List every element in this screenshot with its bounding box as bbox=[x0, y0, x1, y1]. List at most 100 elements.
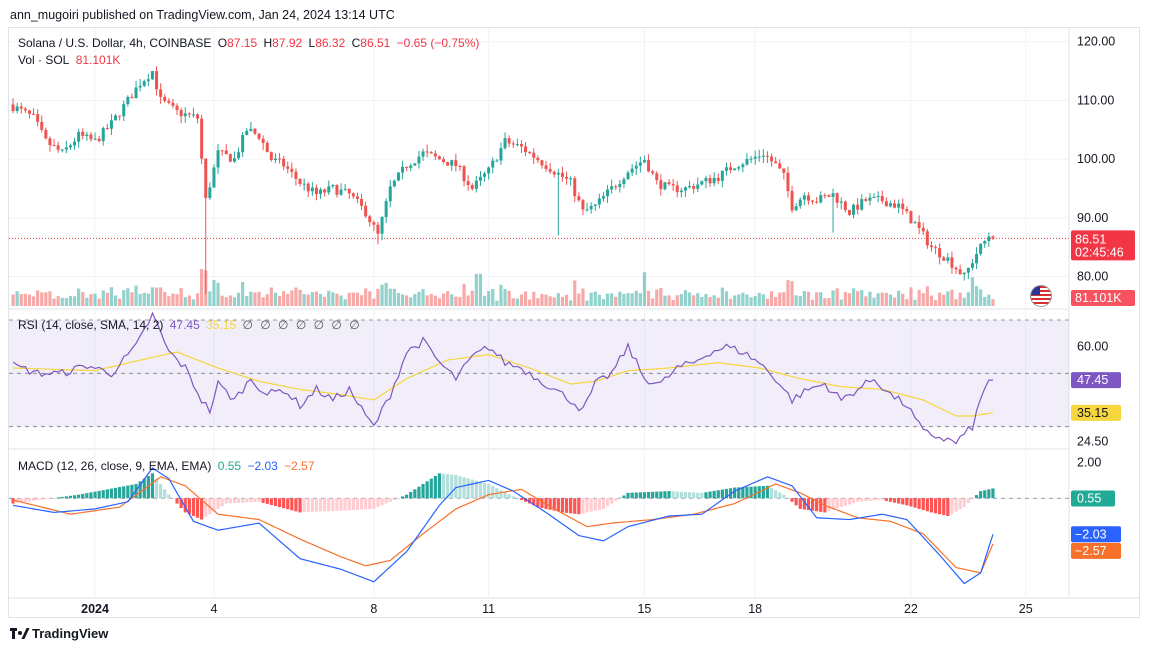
candle-body bbox=[610, 186, 614, 190]
macd-histogram-bar bbox=[364, 498, 368, 510]
macd-histogram-bar bbox=[954, 498, 958, 512]
candle-body bbox=[880, 195, 884, 202]
volume-bar bbox=[696, 293, 700, 306]
candle-body bbox=[487, 167, 491, 174]
chart-canvas[interactable]: 120.00 110.00 100.00 90.00 80.00 2024 4 8 11 15 18… bbox=[9, 28, 1139, 617]
candle-body bbox=[310, 187, 314, 192]
price-tick-label: 80.00 bbox=[1077, 270, 1108, 284]
candle-body bbox=[757, 156, 761, 158]
macd-histogram-bar bbox=[884, 498, 888, 501]
candle-body bbox=[913, 222, 917, 224]
macd-histogram-bar bbox=[421, 484, 425, 499]
macd-histogram-bar bbox=[675, 491, 679, 499]
macd-histogram-bar bbox=[958, 498, 962, 510]
macd-histogram-bar bbox=[856, 498, 860, 502]
candle-body bbox=[749, 158, 753, 160]
volume-bar bbox=[93, 293, 97, 306]
volume-bar bbox=[253, 292, 257, 306]
candle-body bbox=[114, 115, 118, 121]
macd-histogram-bar bbox=[642, 492, 647, 499]
macd-histogram-bar bbox=[577, 498, 581, 515]
candle-body bbox=[847, 210, 851, 215]
volume-bar bbox=[745, 294, 749, 306]
macd-histogram-bar bbox=[392, 498, 396, 500]
macd-histogram-bar bbox=[700, 492, 704, 499]
candle-body bbox=[729, 167, 733, 171]
volume-bar bbox=[409, 297, 413, 306]
candle-body bbox=[548, 168, 552, 172]
macd-histogram-bar bbox=[417, 486, 421, 499]
macd-histogram-bar bbox=[195, 498, 200, 518]
macd-histogram-bar bbox=[638, 492, 642, 499]
volume-bar bbox=[417, 291, 421, 306]
volume-bar bbox=[146, 293, 150, 306]
volume-bar bbox=[581, 288, 585, 306]
volume-bar bbox=[605, 293, 610, 306]
candle-body bbox=[544, 165, 548, 169]
volume-bar bbox=[204, 270, 208, 306]
volume-bar bbox=[519, 294, 524, 306]
volume-bar bbox=[286, 293, 290, 306]
volume-bar bbox=[269, 287, 273, 306]
volume-bar bbox=[790, 281, 794, 306]
macd-histogram-bar bbox=[470, 479, 474, 499]
volume-bar bbox=[556, 293, 560, 306]
macd-histogram-bar bbox=[376, 498, 380, 508]
volume-bar bbox=[532, 291, 536, 306]
macd-histogram-bar bbox=[962, 498, 966, 508]
volume-bar bbox=[454, 296, 458, 306]
macd-histogram-bar bbox=[712, 490, 716, 499]
candle-body bbox=[700, 181, 704, 185]
volume-badge-text: 81.101K bbox=[1075, 291, 1122, 305]
volume-bar bbox=[646, 290, 651, 306]
us-flag-icon[interactable] bbox=[1030, 285, 1052, 307]
volume-bar bbox=[515, 298, 519, 306]
volume-bar bbox=[909, 287, 913, 306]
candle-body bbox=[770, 156, 774, 162]
volume-bar bbox=[778, 292, 782, 306]
volume-bar bbox=[171, 293, 175, 306]
volume-bar bbox=[282, 291, 286, 306]
macd-histogram-bar bbox=[388, 498, 392, 502]
macd-histogram-bar bbox=[118, 487, 122, 499]
macd-histogram-bar bbox=[282, 498, 286, 509]
volume-bar bbox=[560, 297, 565, 306]
macd-histogram-bar bbox=[917, 498, 921, 509]
macd-histogram-bar bbox=[901, 498, 905, 505]
macd-histogram-bar bbox=[150, 473, 155, 499]
candle-body bbox=[81, 131, 85, 136]
candle-body bbox=[675, 185, 679, 193]
macd-histogram-bar bbox=[236, 498, 241, 503]
volume-bar bbox=[610, 293, 614, 306]
candle-body bbox=[893, 203, 897, 208]
candle-body bbox=[589, 205, 593, 210]
candle-body bbox=[298, 178, 302, 185]
volume-bar bbox=[511, 298, 515, 306]
macd-histogram-bar bbox=[122, 486, 126, 499]
volume-bar bbox=[979, 289, 983, 306]
footer-brand[interactable]: TradingView bbox=[10, 626, 108, 641]
chart-frame[interactable]: 120.00 110.00 100.00 90.00 80.00 2024 4 8 11 15 18… bbox=[8, 27, 1140, 618]
macd-histogram-bar bbox=[81, 493, 85, 499]
macd-histogram-bar bbox=[138, 481, 142, 499]
volume-bar bbox=[917, 289, 921, 306]
candle-body bbox=[265, 143, 269, 153]
volume-bar bbox=[491, 288, 495, 306]
last-price-text: 86.51 bbox=[1075, 232, 1106, 246]
close-label: C bbox=[351, 36, 361, 50]
volume-bar bbox=[89, 294, 93, 306]
candle-body bbox=[499, 148, 503, 161]
volume-bar bbox=[351, 292, 355, 306]
macd-histogram-bar bbox=[872, 498, 876, 501]
volume-bar bbox=[261, 297, 265, 306]
macd-histogram-bar bbox=[335, 498, 339, 511]
macd-histogram-bar bbox=[101, 490, 105, 499]
volume-bar bbox=[544, 294, 548, 306]
macd-histogram-bar bbox=[368, 498, 372, 510]
volume-bar bbox=[142, 292, 146, 306]
volume-bar bbox=[183, 297, 187, 306]
volume-bar bbox=[523, 291, 528, 306]
rsi-sma-badge-text: 35.15 bbox=[1077, 406, 1108, 420]
macd-histogram-bar bbox=[737, 487, 741, 499]
volume-bar bbox=[372, 298, 376, 306]
